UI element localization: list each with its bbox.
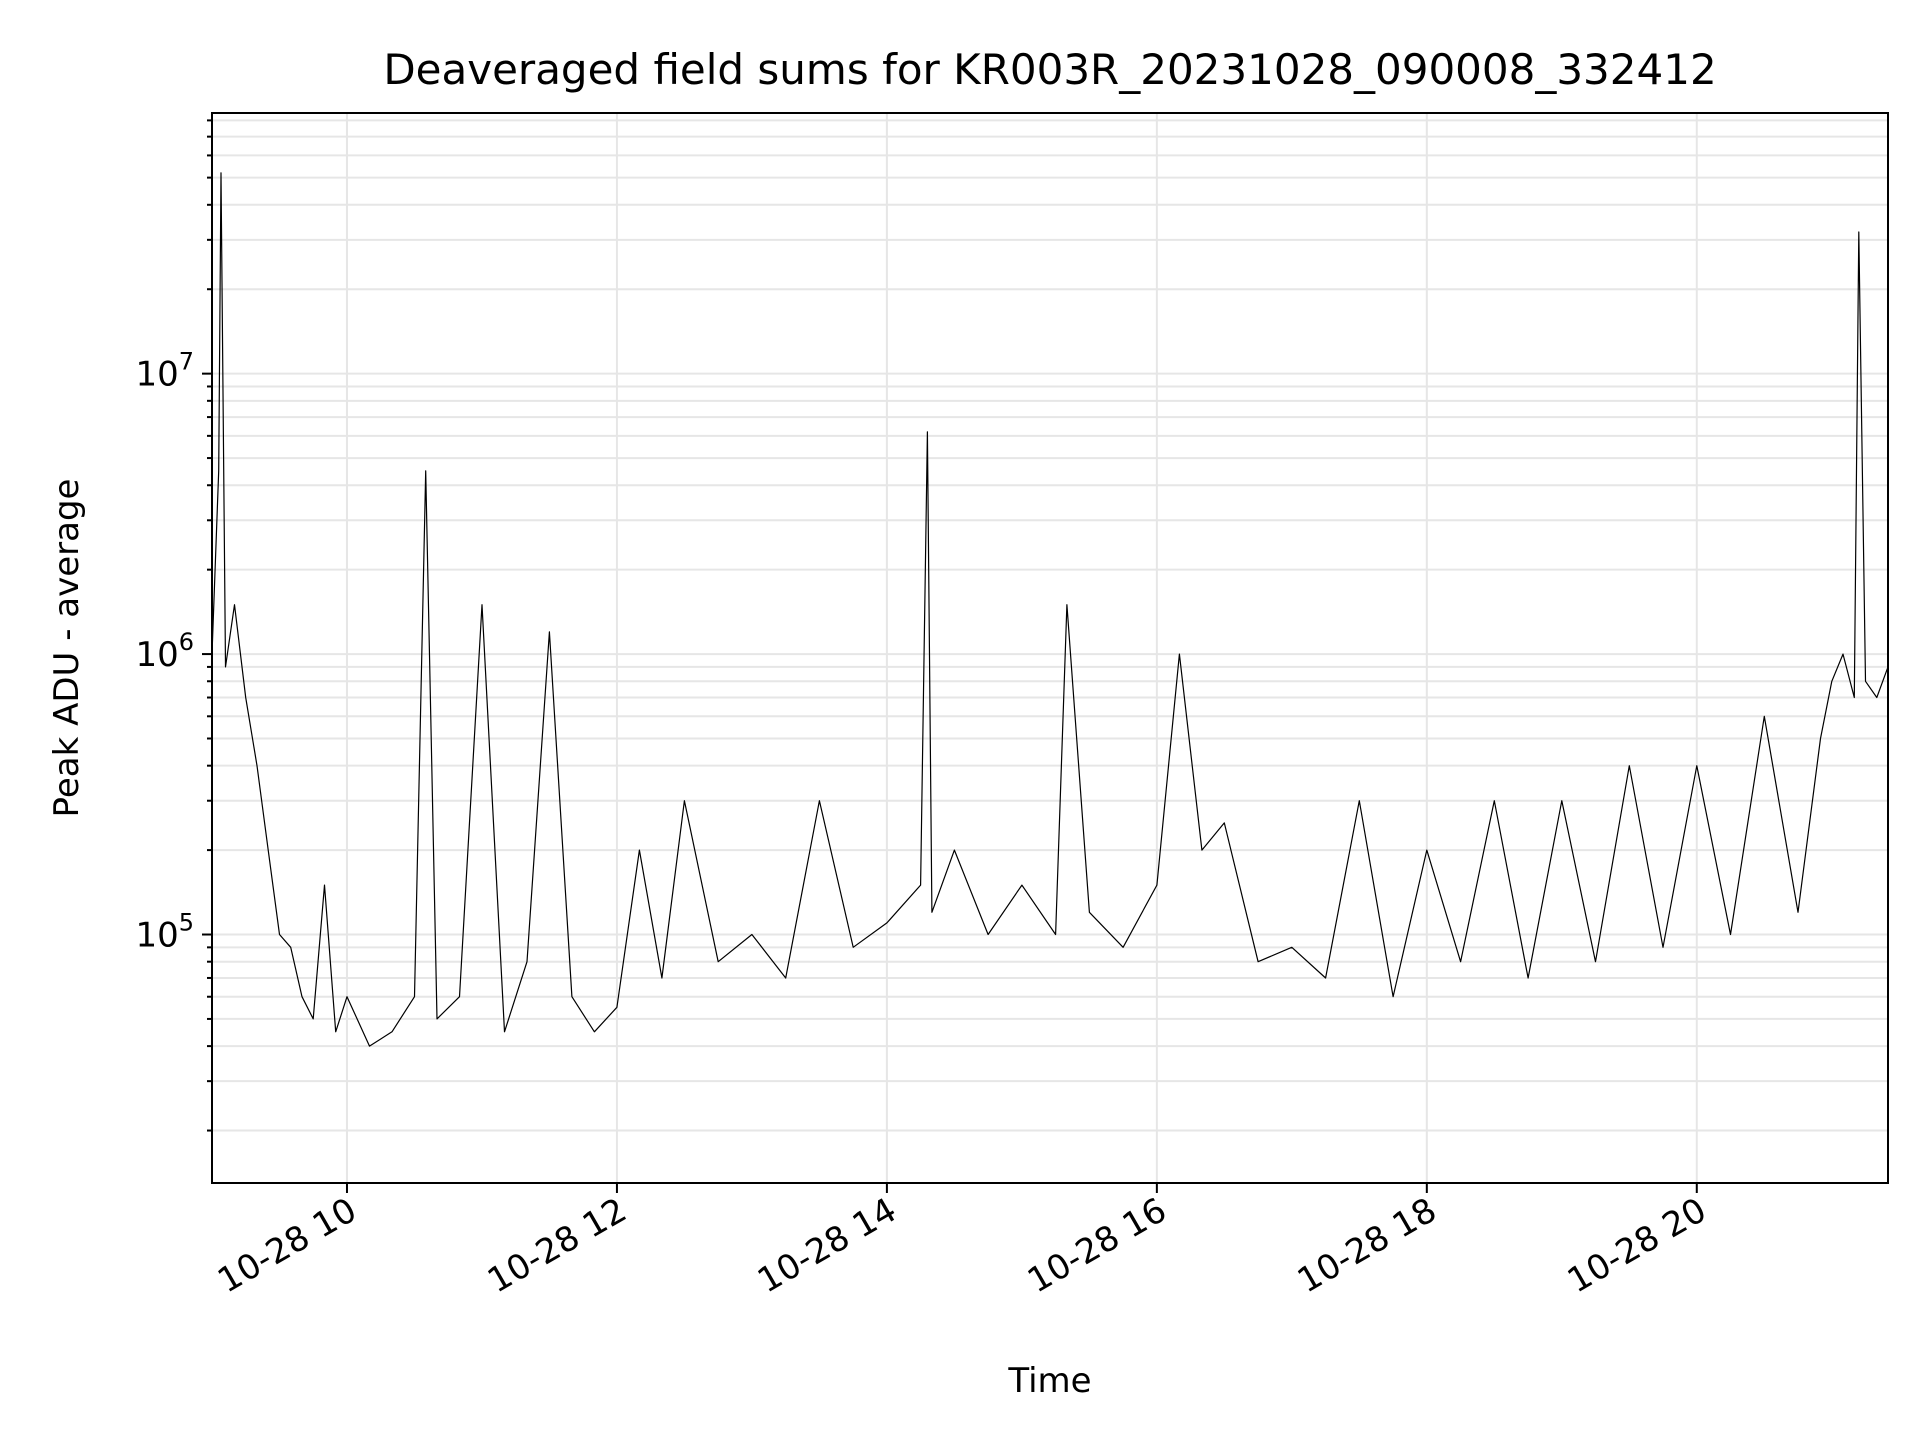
series-line (212, 172, 1888, 1047)
y-tick-label: 106 (135, 628, 194, 675)
y-tick-label: 105 (135, 909, 194, 956)
x-axis-label: Time (1007, 1361, 1091, 1401)
y-axis-label: Peak ADU - average (47, 479, 87, 818)
plot-frame (211, 112, 1889, 1184)
chart-title: Deaveraged field sums for KR003R_2023102… (383, 45, 1716, 94)
y-tick-label: 107 (135, 348, 194, 395)
